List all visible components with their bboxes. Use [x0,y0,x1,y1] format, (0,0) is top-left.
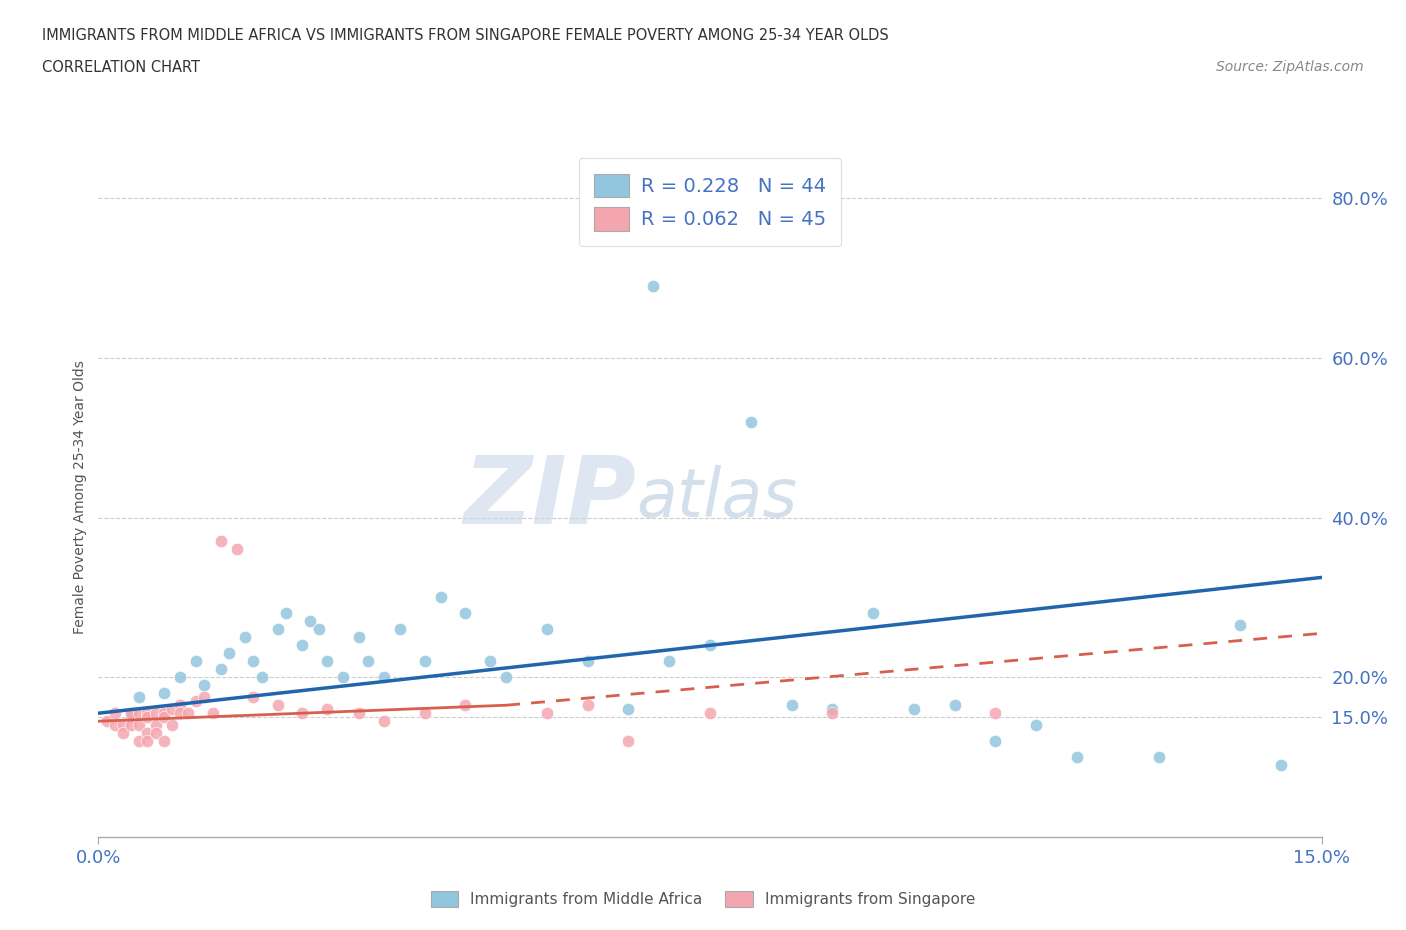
Text: Source: ZipAtlas.com: Source: ZipAtlas.com [1216,60,1364,74]
Point [1229,618,1251,632]
Point [128,706,150,721]
Point [169,706,191,721]
Point [641,278,664,293]
Point [536,622,558,637]
Point [160,718,183,733]
Point [478,654,501,669]
Point [111,725,134,740]
Point [1066,750,1088,764]
Point [201,706,224,721]
Legend: R = 0.228   N = 44, R = 0.062   N = 45: R = 0.228 N = 44, R = 0.062 N = 45 [579,158,841,246]
Point [233,630,256,644]
Point [943,698,966,712]
Point [1270,758,1292,773]
Point [111,718,134,733]
Point [152,734,174,749]
Point [373,670,395,684]
Point [104,718,127,733]
Point [152,710,174,724]
Point [152,706,174,721]
Point [145,706,167,721]
Point [193,678,215,693]
Point [128,718,150,733]
Legend: Immigrants from Middle Africa, Immigrants from Singapore: Immigrants from Middle Africa, Immigrant… [425,884,981,913]
Y-axis label: Female Poverty Among 25-34 Year Olds: Female Poverty Among 25-34 Year Olds [73,361,87,634]
Point [160,702,183,717]
Point [308,622,330,637]
Text: CORRELATION CHART: CORRELATION CHART [42,60,200,75]
Point [1025,718,1047,733]
Point [136,734,159,749]
Point [740,414,762,429]
Point [903,702,925,717]
Point [332,670,354,684]
Point [145,725,167,740]
Point [495,670,517,684]
Point [299,614,322,629]
Point [291,638,314,653]
Point [356,654,378,669]
Point [242,690,264,705]
Point [128,690,150,705]
Point [349,630,371,644]
Point [177,706,200,721]
Point [658,654,681,669]
Point [152,685,174,700]
Point [145,718,167,733]
Point [169,670,191,684]
Point [454,698,477,712]
Point [576,698,599,712]
Point [617,734,640,749]
Point [120,710,142,724]
Text: IMMIGRANTS FROM MIDDLE AFRICA VS IMMIGRANTS FROM SINGAPORE FEMALE POVERTY AMONG : IMMIGRANTS FROM MIDDLE AFRICA VS IMMIGRA… [42,28,889,43]
Point [984,706,1007,721]
Point [413,706,436,721]
Point [209,662,232,677]
Text: ZIP: ZIP [464,452,637,543]
Point [128,734,150,749]
Point [193,690,215,705]
Point [1147,750,1170,764]
Point [96,713,118,728]
Point [413,654,436,669]
Point [454,606,477,621]
Point [136,710,159,724]
Point [984,734,1007,749]
Point [617,702,640,717]
Point [315,654,337,669]
Point [226,542,249,557]
Point [267,622,290,637]
Point [242,654,264,669]
Point [349,706,371,721]
Point [315,702,337,717]
Point [862,606,884,621]
Point [104,706,127,721]
Point [821,702,844,717]
Text: atlas: atlas [637,465,797,530]
Point [274,606,297,621]
Point [780,698,803,712]
Point [120,718,142,733]
Point [430,590,453,604]
Point [136,725,159,740]
Point [291,706,314,721]
Point [209,534,232,549]
Point [186,694,208,709]
Point [186,654,208,669]
Point [576,654,599,669]
Point [699,706,721,721]
Point [218,645,240,660]
Point [120,706,142,721]
Point [250,670,273,684]
Point [169,698,191,712]
Point [821,706,844,721]
Point [389,622,412,637]
Point [699,638,721,653]
Point [267,698,290,712]
Point [536,706,558,721]
Point [373,713,395,728]
Point [136,706,159,721]
